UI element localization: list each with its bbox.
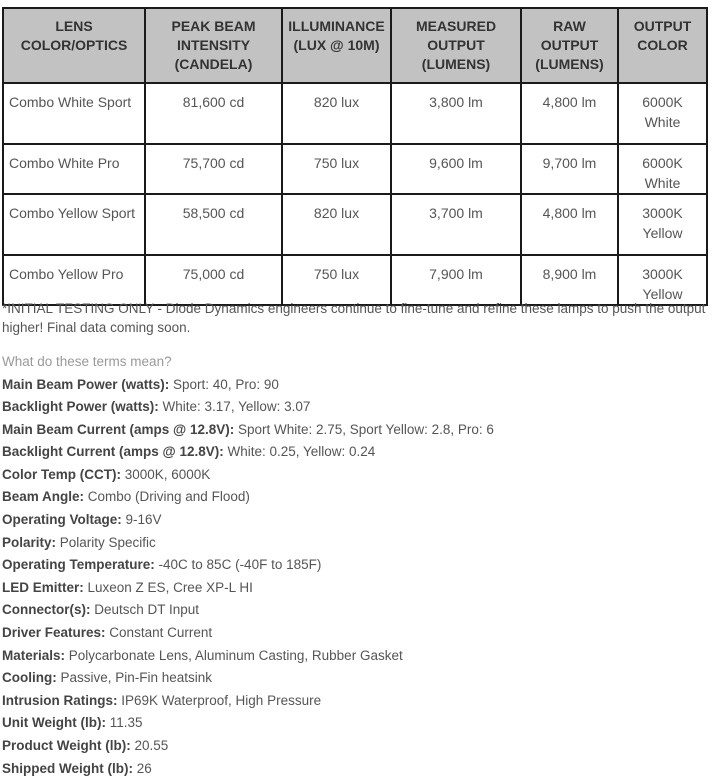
spec-value: Sport White: 2.75, Sport Yellow: 2.8, Pr… (234, 421, 494, 437)
table-cell: 7,900 lm (390, 254, 522, 306)
spec-value: -40C to 85C (-40F to 185F) (154, 557, 322, 573)
spec-item: Shipped Weight (lb): 26 (2, 759, 494, 778)
spec-item: Beam Angle: Combo (Driving and Flood) (2, 487, 494, 506)
table-cell: 75,000 cd (144, 254, 283, 306)
spec-label: Unit Weight (lb): (2, 715, 106, 731)
table-header-row: LENS COLOR/OPTICS PEAK BEAM INTENSITY (C… (2, 7, 708, 84)
spec-value: Sport: 40, Pro: 90 (169, 376, 279, 392)
spec-label: Intrusion Ratings: (2, 692, 118, 708)
table-cell: 58,500 cd (144, 193, 283, 256)
table-cell: Combo Yellow Pro (2, 254, 146, 306)
specs-table: LENS COLOR/OPTICS PEAK BEAM INTENSITY (C… (2, 7, 708, 306)
table-cell: 75,700 cd (144, 143, 283, 195)
table-cell: 3000K Yellow (617, 254, 708, 306)
spec-value: 26 (132, 760, 152, 776)
testing-note: *INITIAL TESTING ONLY - Diode Dynamics e… (2, 301, 706, 335)
spec-value: 11.35 (105, 715, 143, 731)
table-cell: 9,700 lm (520, 143, 619, 195)
spec-value: 3000K, 6000K (120, 466, 211, 482)
spec-value: 9-16V (121, 512, 162, 528)
spec-item: Unit Weight (lb): 11.35 (2, 713, 494, 732)
table-row: Combo White Sport 81,600 cd 820 lux 3,800 l… (2, 82, 708, 145)
table-cell: Combo Yellow Sport (2, 193, 146, 256)
table-cell: 3000K Yellow (617, 193, 708, 256)
spec-label: Shipped Weight (lb): (2, 760, 133, 776)
spec-label: Driver Features: (2, 625, 106, 641)
table-cell: 6000K White (617, 82, 708, 145)
table-cell: 820 lux (281, 82, 392, 145)
spec-label: Color Temp (CCT): (2, 466, 121, 482)
spec-label: Operating Temperature: (2, 557, 155, 573)
spec-item: Backlight Power (watts): White: 3.17, Ye… (2, 397, 494, 416)
spec-value: IP69K Waterproof, High Pressure (117, 692, 322, 708)
spec-value: 20.55 (130, 738, 169, 753)
spec-label: Beam Angle: (2, 489, 85, 505)
spec-value: Combo (Driving and Flood) (84, 489, 250, 505)
table-cell: 3,800 lm (390, 82, 522, 145)
spec-item: Operating Voltage: 9-16V (2, 510, 494, 529)
spec-item: Backlight Current (amps @ 12.8V): White:… (2, 442, 494, 461)
spec-value: Luxeon Z ES, Cree XP-L HI (83, 579, 253, 595)
header-illuminance: ILLUMINANCE (LUX @ 10M) (281, 7, 392, 84)
table-cell: 8,900 lm (520, 254, 619, 306)
spec-value: White: 3.17, Yellow: 3.07 (158, 399, 311, 415)
table-cell: 9,600 lm (390, 143, 522, 195)
spec-label: Backlight Current (amps @ 12.8V): (2, 444, 224, 460)
spec-value: Constant Current (105, 625, 213, 641)
spec-item: Main Beam Power (watts): Sport: 40, Pro:… (2, 375, 494, 394)
spec-item: LED Emitter: Luxeon Z ES, Cree XP-L HI (2, 578, 494, 597)
spec-value: White: 0.25, Yellow: 0.24 (223, 444, 376, 460)
table-cell: 4,800 lm (520, 193, 619, 256)
spec-label: LED Emitter: (2, 579, 84, 595)
header-peak-beam: PEAK BEAM INTENSITY (CANDELA) (144, 7, 283, 84)
spec-item: Main Beam Current (amps @ 12.8V): Sport … (2, 420, 494, 439)
spec-label: Cooling: (2, 670, 57, 686)
header-raw-output: RAW OUTPUT (LUMENS) (520, 7, 619, 84)
spec-label: Operating Voltage: (2, 512, 122, 528)
table-row: Combo Yellow Sport 58,500 cd 820 lux 3,700 … (2, 193, 708, 256)
table-cell: 750 lux (281, 143, 392, 195)
table-cell: 3,700 lm (390, 193, 522, 256)
spec-label: Product Weight (lb): (2, 738, 131, 753)
spec-item: Cooling: Passive, Pin-Fin heatsink (2, 668, 494, 687)
spec-item: Product Weight (lb): 20.55 (2, 736, 494, 755)
spec-label: Main Beam Current (amps @ 12.8V): (2, 421, 235, 437)
table-cell: 81,600 cd (144, 82, 283, 145)
spec-item: Intrusion Ratings: IP69K Waterproof, Hig… (2, 691, 494, 710)
spec-item: Driver Features: Constant Current (2, 623, 494, 642)
spec-value: Polarity Specific (56, 534, 156, 550)
spec-label: Connector(s): (2, 602, 91, 618)
spec-value: Polycarbonate Lens, Aluminum Casting, Ru… (65, 647, 403, 663)
header-lens: LENS COLOR/OPTICS (2, 7, 146, 84)
table-cell: Combo White Sport (2, 82, 146, 145)
spec-label: Polarity: (2, 534, 57, 550)
spec-value: Passive, Pin-Fin heatsink (56, 670, 213, 686)
spec-label: Backlight Power (watts): (2, 399, 159, 415)
spec-item: Connector(s): Deutsch DT Input (2, 600, 494, 619)
table-cell: 820 lux (281, 193, 392, 256)
table-cell: 6000K White (617, 143, 708, 195)
table-row: Combo White Pro 75,700 cd 750 lux 9,600 lm 9… (2, 143, 708, 195)
spec-list: What do these terms mean? Main Beam Powe… (2, 352, 494, 781)
spec-value: Deutsch DT Input (90, 602, 200, 618)
header-measured-output: MEASURED OUTPUT (LUMENS) (390, 7, 522, 84)
table-cell: 4,800 lm (520, 82, 619, 145)
table-cell: 750 lux (281, 254, 392, 306)
terms-link[interactable]: What do these terms mean? (2, 354, 172, 369)
spec-item: Operating Temperature: -40C to 85C (-40F… (2, 555, 494, 574)
header-output-color: OUTPUT COLOR (617, 7, 708, 84)
table-row: Combo Yellow Pro 75,000 cd 750 lux 7,900 lm… (2, 254, 708, 306)
spec-item: Materials: Polycarbonate Lens, Aluminum … (2, 646, 494, 665)
spec-item: Color Temp (CCT): 3000K, 6000K (2, 465, 494, 484)
spec-label: Materials: (2, 647, 66, 663)
spec-item: Polarity: Polarity Specific (2, 533, 494, 552)
table-cell: Combo White Pro (2, 143, 146, 195)
spec-label: Main Beam Power (watts): (2, 376, 170, 392)
